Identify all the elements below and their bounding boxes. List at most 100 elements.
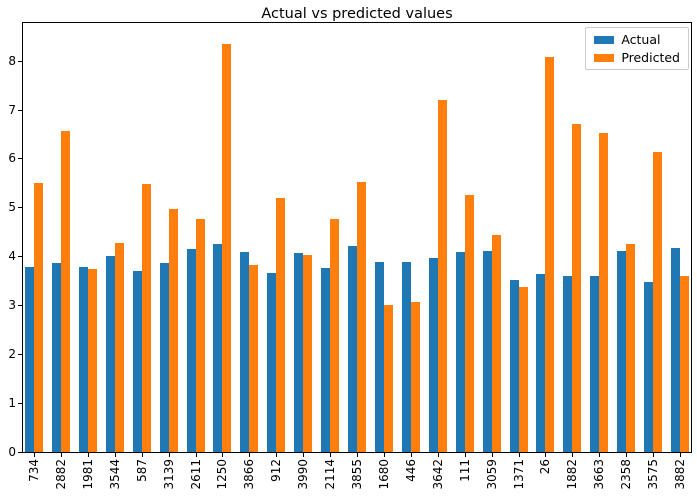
x-tick-mark-587 [142, 453, 143, 457]
x-tick-mark-3575 [653, 453, 654, 457]
bar-actual-3882 [671, 248, 681, 452]
bar-actual-1882 [563, 275, 573, 452]
bar-predicted-2611 [195, 219, 205, 452]
x-tick-mark-3882 [680, 453, 681, 457]
bar-predicted-1981 [87, 269, 97, 452]
legend-label-predicted: Predicted [621, 50, 680, 65]
x-tick-mark-912 [276, 453, 277, 457]
legend-item-predicted: Predicted [594, 51, 680, 64]
y-tick-label-7: 7 [8, 102, 16, 117]
bar-actual-2114 [321, 267, 331, 452]
chart-title: Actual vs predicted values [261, 6, 453, 22]
x-tick-mark-3855 [357, 453, 358, 457]
bar-predicted-1680 [383, 305, 393, 452]
bar-actual-3663 [590, 276, 600, 452]
x-tick-mark-3139 [169, 453, 170, 457]
y-tick-label-5: 5 [8, 200, 16, 215]
x-tick-mark-446 [411, 453, 412, 457]
x-tick-mark-2882 [61, 453, 62, 457]
x-tick-mark-26 [545, 453, 546, 457]
x-tick-mark-3059 [492, 453, 493, 457]
x-tick-mark-3544 [115, 453, 116, 457]
x-tick-label-3882: 3882 [673, 459, 687, 490]
y-tick-mark-1 [18, 403, 22, 404]
x-tick-mark-2611 [196, 453, 197, 457]
bar-predicted-1882 [572, 123, 582, 452]
y-tick-mark-8 [18, 61, 22, 62]
bar-predicted-1371 [518, 286, 528, 452]
legend-swatch-predicted-icon [594, 53, 615, 62]
bar-actual-446 [401, 261, 411, 452]
bar-actual-3855 [348, 246, 358, 452]
x-tick-mark-3642 [438, 453, 439, 457]
bar-actual-3990 [294, 252, 304, 452]
bar-actual-1981 [78, 266, 88, 452]
y-tick-label-6: 6 [8, 151, 16, 166]
y-tick-label-8: 8 [8, 53, 16, 68]
x-tick-mark-1882 [572, 453, 573, 457]
bar-actual-3866 [240, 251, 250, 452]
x-tick-mark-1371 [519, 453, 520, 457]
bar-predicted-2114 [330, 219, 340, 452]
bar-actual-2358 [617, 251, 627, 452]
y-tick-mark-7 [18, 110, 22, 111]
x-tick-mark-3990 [303, 453, 304, 457]
bar-predicted-912 [276, 197, 286, 452]
legend-item-actual: Actual [594, 33, 680, 46]
bar-predicted-587 [141, 183, 151, 452]
y-tick-mark-0 [18, 452, 22, 453]
x-tick-mark-3663 [599, 453, 600, 457]
bar-predicted-3990 [303, 255, 313, 452]
bar-actual-587 [132, 271, 142, 452]
bar-predicted-3059 [491, 234, 501, 452]
bar-predicted-111 [464, 194, 474, 452]
y-tick-label-0: 0 [8, 445, 16, 459]
y-tick-mark-6 [18, 158, 22, 159]
legend-swatch-actual-icon [594, 35, 615, 44]
bar-actual-111 [455, 252, 465, 452]
y-tick-mark-4 [18, 256, 22, 257]
bar-actual-2882 [51, 262, 61, 452]
x-tick-mark-734 [34, 453, 35, 457]
bar-predicted-3544 [114, 242, 124, 452]
bar-actual-1680 [374, 261, 384, 452]
bar-predicted-446 [410, 302, 420, 452]
bar-actual-3544 [105, 255, 115, 452]
bar-predicted-3663 [599, 133, 609, 452]
y-tick-label-1: 1 [8, 396, 16, 411]
x-tick-mark-3866 [249, 453, 250, 457]
x-tick-mark-111 [465, 453, 466, 457]
bar-actual-26 [536, 273, 546, 452]
bar-predicted-3866 [249, 265, 259, 452]
bar-actual-2611 [186, 248, 196, 452]
x-tick-mark-1680 [384, 453, 385, 457]
y-tick-mark-3 [18, 305, 22, 306]
bar-predicted-2358 [626, 244, 636, 452]
plot-area [22, 22, 692, 453]
y-tick-label-2: 2 [8, 347, 16, 362]
y-tick-label-4: 4 [8, 249, 16, 264]
x-tick-mark-1250 [222, 453, 223, 457]
x-tick-mark-1981 [88, 453, 89, 457]
bar-predicted-3139 [168, 209, 178, 452]
x-tick-mark-2114 [330, 453, 331, 457]
bar-actual-3642 [428, 258, 438, 452]
bar-actual-912 [267, 272, 277, 452]
bar-predicted-3855 [357, 181, 367, 452]
bar-predicted-26 [545, 57, 555, 452]
bar-actual-3575 [644, 282, 654, 452]
bar-predicted-1250 [222, 44, 232, 452]
bar-predicted-3882 [680, 275, 690, 452]
bar-predicted-734 [34, 182, 43, 452]
bar-actual-734 [25, 266, 34, 452]
y-tick-mark-5 [18, 207, 22, 208]
y-tick-mark-2 [18, 354, 22, 355]
bar-actual-1371 [509, 279, 519, 452]
x-tick-label-wrap-3882: 3882 [658, 459, 697, 497]
legend-label-actual: Actual [621, 32, 661, 47]
bar-actual-3139 [159, 262, 169, 452]
y-tick-label-3: 3 [8, 298, 16, 313]
bar-predicted-3575 [653, 152, 663, 452]
x-tick-mark-2358 [626, 453, 627, 457]
